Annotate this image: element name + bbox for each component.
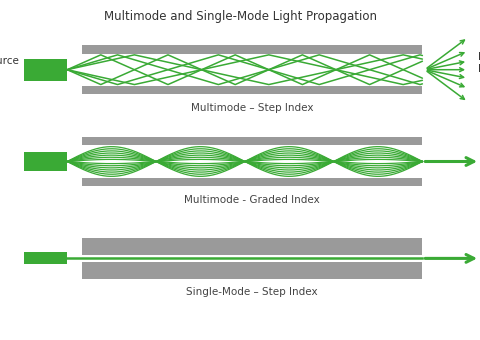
- Text: Light
Rays: Light Rays: [478, 52, 480, 74]
- Bar: [24, 252, 67, 265]
- Bar: [82, 238, 422, 279]
- Text: Single-Mode – Step Index: Single-Mode – Step Index: [186, 287, 318, 297]
- Bar: [82, 54, 422, 86]
- Text: Source: Source: [0, 56, 19, 66]
- Bar: [82, 137, 422, 186]
- Text: Multimode – Step Index: Multimode – Step Index: [191, 103, 313, 113]
- Bar: [24, 58, 67, 81]
- Bar: [24, 152, 67, 171]
- Bar: [82, 146, 422, 177]
- Bar: [82, 255, 422, 262]
- Text: Multimode and Single-Mode Light Propagation: Multimode and Single-Mode Light Propagat…: [104, 10, 376, 23]
- Bar: [82, 45, 422, 94]
- Text: Multimode - Graded Index: Multimode - Graded Index: [184, 194, 320, 205]
